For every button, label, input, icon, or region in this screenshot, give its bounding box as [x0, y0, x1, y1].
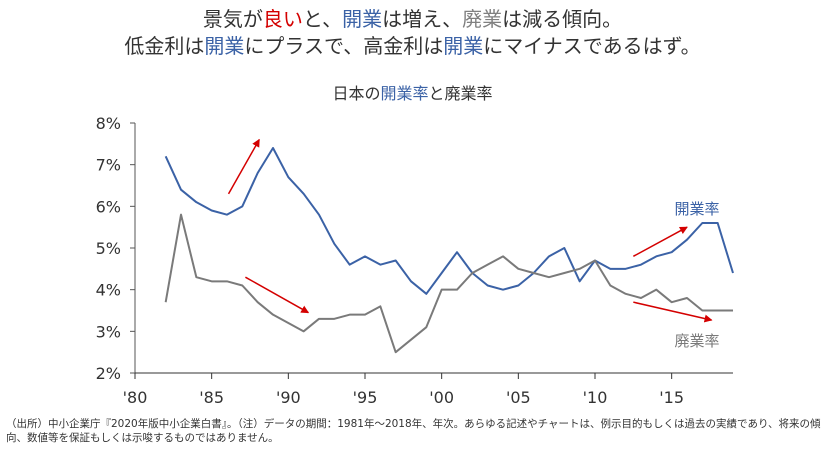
y-tick-label: 6%	[96, 197, 121, 216]
y-tick-label: 4%	[96, 281, 121, 300]
headline-segment: は減る傾向。	[502, 7, 623, 31]
headline-segment: 開業	[342, 7, 383, 31]
chart-title-segment: 日本の	[332, 84, 381, 103]
y-tick-label: 5%	[96, 239, 121, 258]
x-tick-label: '90	[276, 388, 301, 407]
x-tick-label: '10	[583, 388, 608, 407]
headline-segment: 開業	[443, 34, 484, 58]
y-tick-label: 2%	[96, 364, 121, 383]
chart-title: 日本の開業率と廃業率	[0, 80, 825, 104]
y-tick-label: 8%	[96, 114, 121, 133]
headline-segment: 景気が	[202, 7, 263, 31]
series-label: 開業率	[674, 200, 719, 218]
x-tick-label: '85	[199, 388, 224, 407]
y-tick-label: 3%	[96, 322, 121, 341]
headline-line-1: 景気が良いと、開業は増え、廃業は減る傾向。	[0, 6, 825, 32]
x-tick-label: '05	[506, 388, 531, 407]
footnote: （出所）中小企業庁『2020年版中小企業白書』。（注）データの期間：1981年～…	[6, 418, 821, 444]
trend-arrow	[633, 301, 713, 323]
headline-segment: にマイナスであるはず。	[483, 34, 701, 58]
headline-segment: と、	[302, 7, 343, 31]
chart-title-segment: 開業率	[380, 84, 429, 103]
x-tick-label: '95	[353, 388, 378, 407]
headline-segment: は増え、	[382, 7, 463, 31]
x-tick-label: '15	[659, 388, 684, 407]
trend-arrow	[227, 138, 260, 195]
headline-segment: 廃業	[462, 7, 503, 31]
trend-arrow	[632, 226, 688, 257]
x-tick-label: '00	[429, 388, 454, 407]
headline-line-2: 低金利は開業にプラスで、高金利は開業にマイナスであるはず。	[0, 33, 825, 59]
headline-segment: 開業	[204, 34, 245, 58]
chart-title-segment: と廃業率	[428, 84, 493, 103]
trend-arrow	[245, 276, 310, 314]
series-line-open-rate	[164, 147, 734, 295]
headline-segment: 低金利は	[124, 34, 205, 58]
x-tick-label: '80	[123, 388, 148, 407]
headline-segment: 良い	[262, 7, 303, 31]
series-label: 廃業率	[674, 332, 719, 350]
series-line-closure-rate	[164, 213, 733, 354]
y-tick-label: 7%	[96, 156, 121, 175]
headline-segment: にプラスで、高金利は	[244, 34, 444, 58]
